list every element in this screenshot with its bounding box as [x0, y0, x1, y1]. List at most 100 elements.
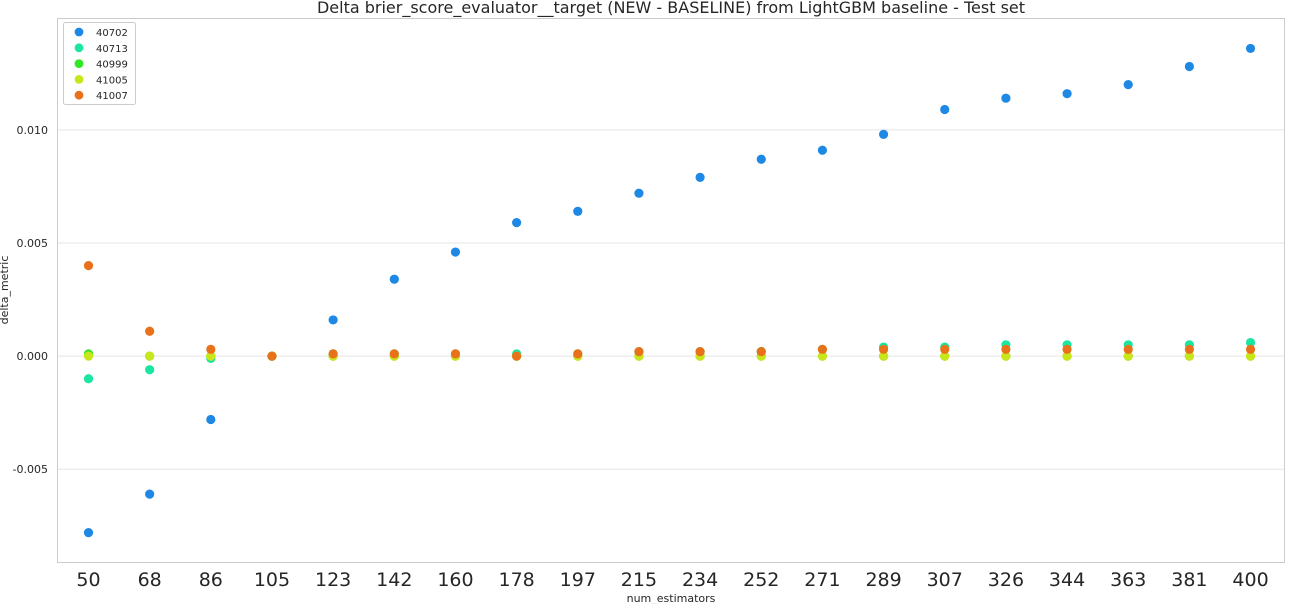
data-point — [328, 349, 338, 359]
legend: 40702 40713 40999 41005 41007 — [63, 22, 136, 105]
series-40713 — [83, 337, 1256, 384]
data-point — [145, 326, 155, 336]
x-tick-label: 86 — [199, 569, 223, 591]
y-tick-label: 0.010 — [17, 124, 49, 137]
series-40702 — [83, 43, 1256, 538]
x-tick-label: 160 — [437, 569, 473, 591]
data-point — [1062, 344, 1072, 354]
data-point — [389, 349, 399, 359]
data-point — [940, 344, 950, 354]
y-tick-label: -0.005 — [13, 463, 48, 476]
x-tick-label: 68 — [138, 569, 162, 591]
data-point — [756, 154, 766, 164]
legend-marker — [74, 59, 84, 68]
data-point — [634, 346, 644, 357]
data-points — [83, 43, 1256, 538]
data-point — [1184, 344, 1194, 354]
legend-label: 41005 — [96, 75, 128, 86]
legend-label: 40702 — [96, 28, 128, 39]
x-tick-label: 123 — [315, 569, 351, 591]
x-tick-label: 326 — [988, 569, 1024, 591]
series-40999 — [83, 349, 1256, 361]
data-point — [573, 206, 583, 216]
y-axis-ticks: -0.005 0.000 0.005 0.010 — [13, 124, 48, 476]
y-tick-label: 0.005 — [17, 237, 49, 250]
data-point — [1245, 351, 1256, 361]
legend-label: 40713 — [96, 44, 128, 55]
data-point — [1245, 43, 1256, 54]
data-point — [328, 315, 338, 325]
data-point — [878, 129, 889, 139]
data-point — [1001, 93, 1011, 103]
x-tick-label: 215 — [621, 569, 657, 591]
data-point — [83, 374, 94, 384]
legend-box — [63, 22, 136, 105]
data-point — [817, 344, 828, 354]
x-tick-label: 178 — [498, 569, 534, 591]
data-point — [206, 351, 216, 361]
y-axis-label: delta_metric — [0, 256, 11, 325]
data-point — [634, 188, 644, 198]
data-point — [83, 351, 94, 361]
legend-marker — [74, 90, 84, 100]
data-point — [389, 274, 399, 284]
x-tick-label: 50 — [76, 569, 100, 591]
data-point — [573, 349, 583, 359]
x-tick-label: 344 — [1049, 569, 1085, 591]
data-point — [145, 351, 155, 361]
data-point — [1184, 61, 1194, 72]
data-point — [1245, 344, 1256, 354]
data-point — [512, 351, 522, 361]
data-point — [1123, 80, 1133, 90]
x-axis-label: num_estimators — [627, 592, 716, 604]
data-point — [695, 346, 705, 357]
series-41007 — [83, 261, 1256, 361]
x-tick-label: 234 — [682, 569, 718, 591]
legend-marker — [74, 75, 84, 84]
data-point — [267, 351, 277, 361]
legend-marker — [74, 27, 84, 37]
data-point — [1184, 351, 1194, 361]
data-point — [83, 527, 94, 538]
data-point — [940, 351, 950, 361]
data-point — [83, 261, 94, 271]
x-tick-label: 381 — [1171, 569, 1207, 591]
data-point — [695, 172, 705, 182]
x-tick-label: 105 — [254, 569, 290, 591]
legend-marker — [74, 43, 84, 53]
data-point — [512, 218, 522, 228]
x-axis-ticks: 50 68 86 105 123 142 160 178 197 215 234 252 271 289 3… — [76, 569, 1268, 591]
x-tick-label: 400 — [1232, 569, 1268, 591]
x-tick-label: 142 — [376, 569, 412, 591]
data-point — [817, 145, 828, 155]
data-point — [145, 365, 155, 375]
data-point — [1062, 89, 1072, 99]
x-tick-label: 307 — [927, 569, 963, 591]
data-point — [450, 349, 461, 359]
x-tick-label: 252 — [743, 569, 779, 591]
data-point — [206, 344, 216, 354]
chart-title: Delta brier_score_evaluator__target (NEW… — [317, 0, 1025, 18]
x-tick-label: 363 — [1110, 569, 1146, 591]
plot-frame — [57, 18, 1285, 563]
data-point — [1001, 351, 1011, 361]
data-point — [145, 489, 155, 499]
data-point — [450, 247, 461, 257]
data-point — [1123, 344, 1133, 354]
legend-label: 41007 — [96, 91, 128, 102]
data-point — [878, 344, 889, 354]
data-point — [878, 351, 889, 361]
x-tick-label: 289 — [865, 569, 901, 591]
data-point — [817, 351, 828, 361]
x-tick-label: 271 — [804, 569, 840, 591]
data-point — [940, 104, 950, 115]
legend-label: 40999 — [96, 60, 128, 71]
y-tick-label: 0.000 — [17, 350, 49, 363]
data-point — [1062, 351, 1072, 361]
x-tick-label: 197 — [560, 569, 596, 591]
data-point — [1123, 351, 1133, 361]
data-point — [206, 414, 216, 425]
data-point — [1245, 337, 1256, 348]
data-point — [1001, 344, 1011, 354]
